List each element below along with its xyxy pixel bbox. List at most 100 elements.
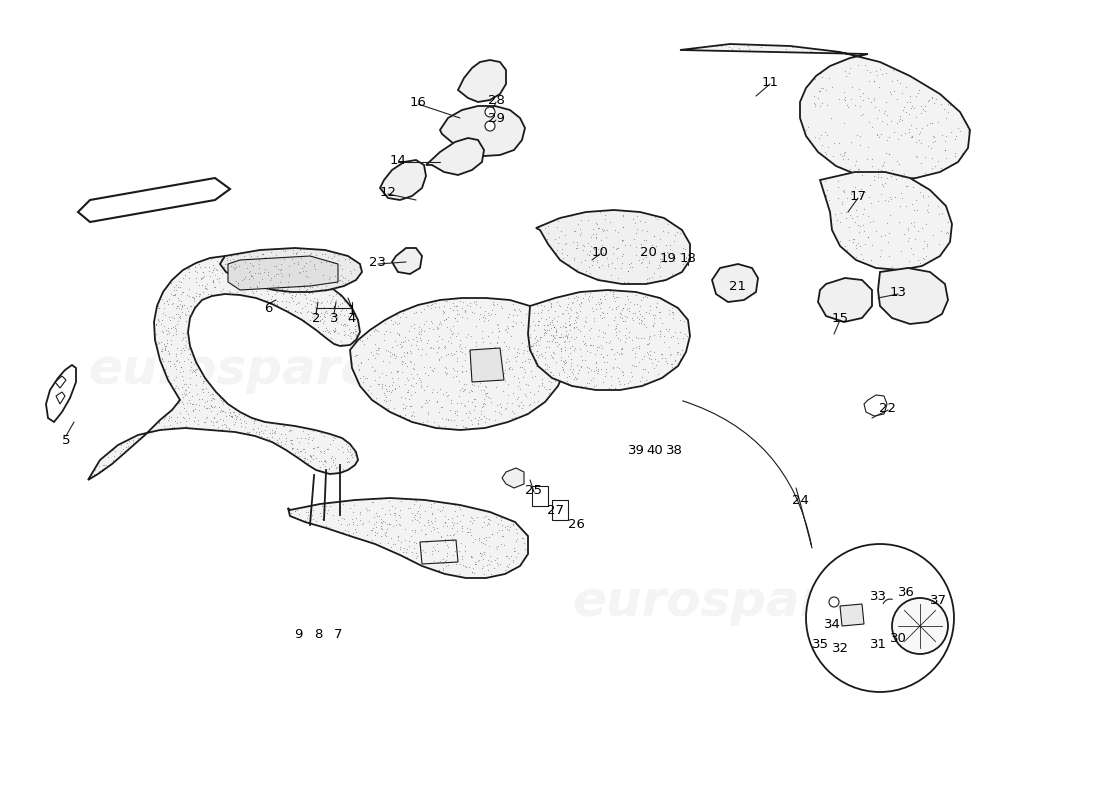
Point bbox=[536, 346, 553, 358]
Point bbox=[475, 545, 493, 558]
Point bbox=[351, 507, 369, 520]
Point bbox=[675, 346, 693, 359]
Point bbox=[422, 302, 440, 314]
Point bbox=[343, 448, 361, 461]
Point bbox=[251, 254, 268, 266]
Point bbox=[232, 417, 250, 430]
Point bbox=[916, 250, 934, 262]
Point bbox=[671, 326, 689, 338]
Point bbox=[343, 308, 361, 321]
Point bbox=[422, 501, 440, 514]
Point bbox=[590, 330, 607, 342]
Point bbox=[637, 306, 654, 318]
Point bbox=[297, 251, 315, 264]
Point bbox=[308, 293, 326, 306]
Point bbox=[532, 312, 550, 325]
Point bbox=[642, 353, 660, 366]
Point bbox=[253, 247, 271, 260]
Point bbox=[173, 299, 190, 312]
Point bbox=[646, 230, 663, 242]
Point bbox=[920, 140, 937, 153]
Point bbox=[454, 420, 472, 433]
Point bbox=[547, 324, 564, 337]
Point bbox=[297, 506, 315, 518]
Point bbox=[504, 315, 521, 328]
Point bbox=[444, 371, 462, 384]
Point bbox=[341, 442, 359, 455]
Point bbox=[598, 252, 616, 265]
Point bbox=[471, 373, 488, 386]
Point bbox=[135, 429, 153, 442]
Point bbox=[817, 189, 835, 202]
Point bbox=[260, 434, 277, 447]
Point bbox=[248, 259, 265, 272]
Point bbox=[554, 355, 572, 368]
Point bbox=[367, 344, 385, 357]
Point bbox=[273, 262, 290, 275]
Point bbox=[563, 340, 581, 353]
Point bbox=[187, 369, 205, 382]
Point bbox=[339, 329, 356, 342]
Point bbox=[443, 522, 461, 535]
Point bbox=[443, 362, 461, 374]
Point bbox=[496, 324, 514, 337]
Point bbox=[653, 351, 671, 364]
Point bbox=[847, 242, 865, 254]
Point bbox=[286, 274, 304, 286]
Point bbox=[557, 354, 574, 366]
Point bbox=[348, 526, 365, 538]
Point bbox=[839, 66, 857, 79]
Point bbox=[158, 328, 176, 341]
Point bbox=[847, 238, 865, 251]
Point bbox=[470, 414, 487, 426]
Point bbox=[241, 247, 258, 260]
Point bbox=[409, 342, 427, 355]
Point bbox=[667, 326, 684, 338]
Point bbox=[618, 302, 636, 315]
Point bbox=[430, 353, 448, 366]
Point bbox=[861, 216, 879, 229]
Point bbox=[566, 370, 584, 383]
Point bbox=[669, 331, 686, 344]
Point bbox=[314, 296, 331, 309]
Point bbox=[446, 517, 463, 530]
Point bbox=[410, 510, 428, 523]
Point bbox=[946, 146, 964, 159]
Point bbox=[321, 326, 339, 339]
Point bbox=[430, 353, 448, 366]
Point bbox=[866, 75, 883, 88]
Point bbox=[373, 530, 390, 542]
Point bbox=[634, 353, 651, 366]
Point bbox=[429, 419, 447, 432]
Point bbox=[167, 307, 185, 320]
Point bbox=[305, 503, 322, 516]
Point bbox=[404, 371, 421, 384]
Point bbox=[898, 200, 915, 213]
Point bbox=[548, 221, 565, 234]
Point bbox=[205, 252, 222, 265]
Point bbox=[398, 346, 416, 358]
Point bbox=[201, 405, 219, 418]
Point bbox=[571, 300, 588, 313]
Point bbox=[296, 251, 314, 264]
Point bbox=[481, 513, 498, 526]
Point bbox=[366, 374, 384, 386]
Point bbox=[417, 528, 434, 541]
Point bbox=[177, 334, 195, 347]
Point bbox=[588, 271, 606, 284]
Point bbox=[939, 106, 957, 118]
Point bbox=[296, 514, 314, 526]
Point bbox=[274, 275, 292, 288]
Point bbox=[363, 524, 381, 537]
Point bbox=[390, 380, 408, 393]
Point bbox=[182, 378, 199, 390]
Point bbox=[645, 318, 662, 331]
Point bbox=[295, 260, 312, 273]
Point bbox=[443, 533, 461, 546]
Point bbox=[874, 107, 892, 120]
Point bbox=[428, 538, 446, 550]
Point bbox=[390, 504, 408, 517]
Point bbox=[799, 121, 816, 134]
Point bbox=[276, 427, 294, 440]
Point bbox=[590, 222, 607, 234]
